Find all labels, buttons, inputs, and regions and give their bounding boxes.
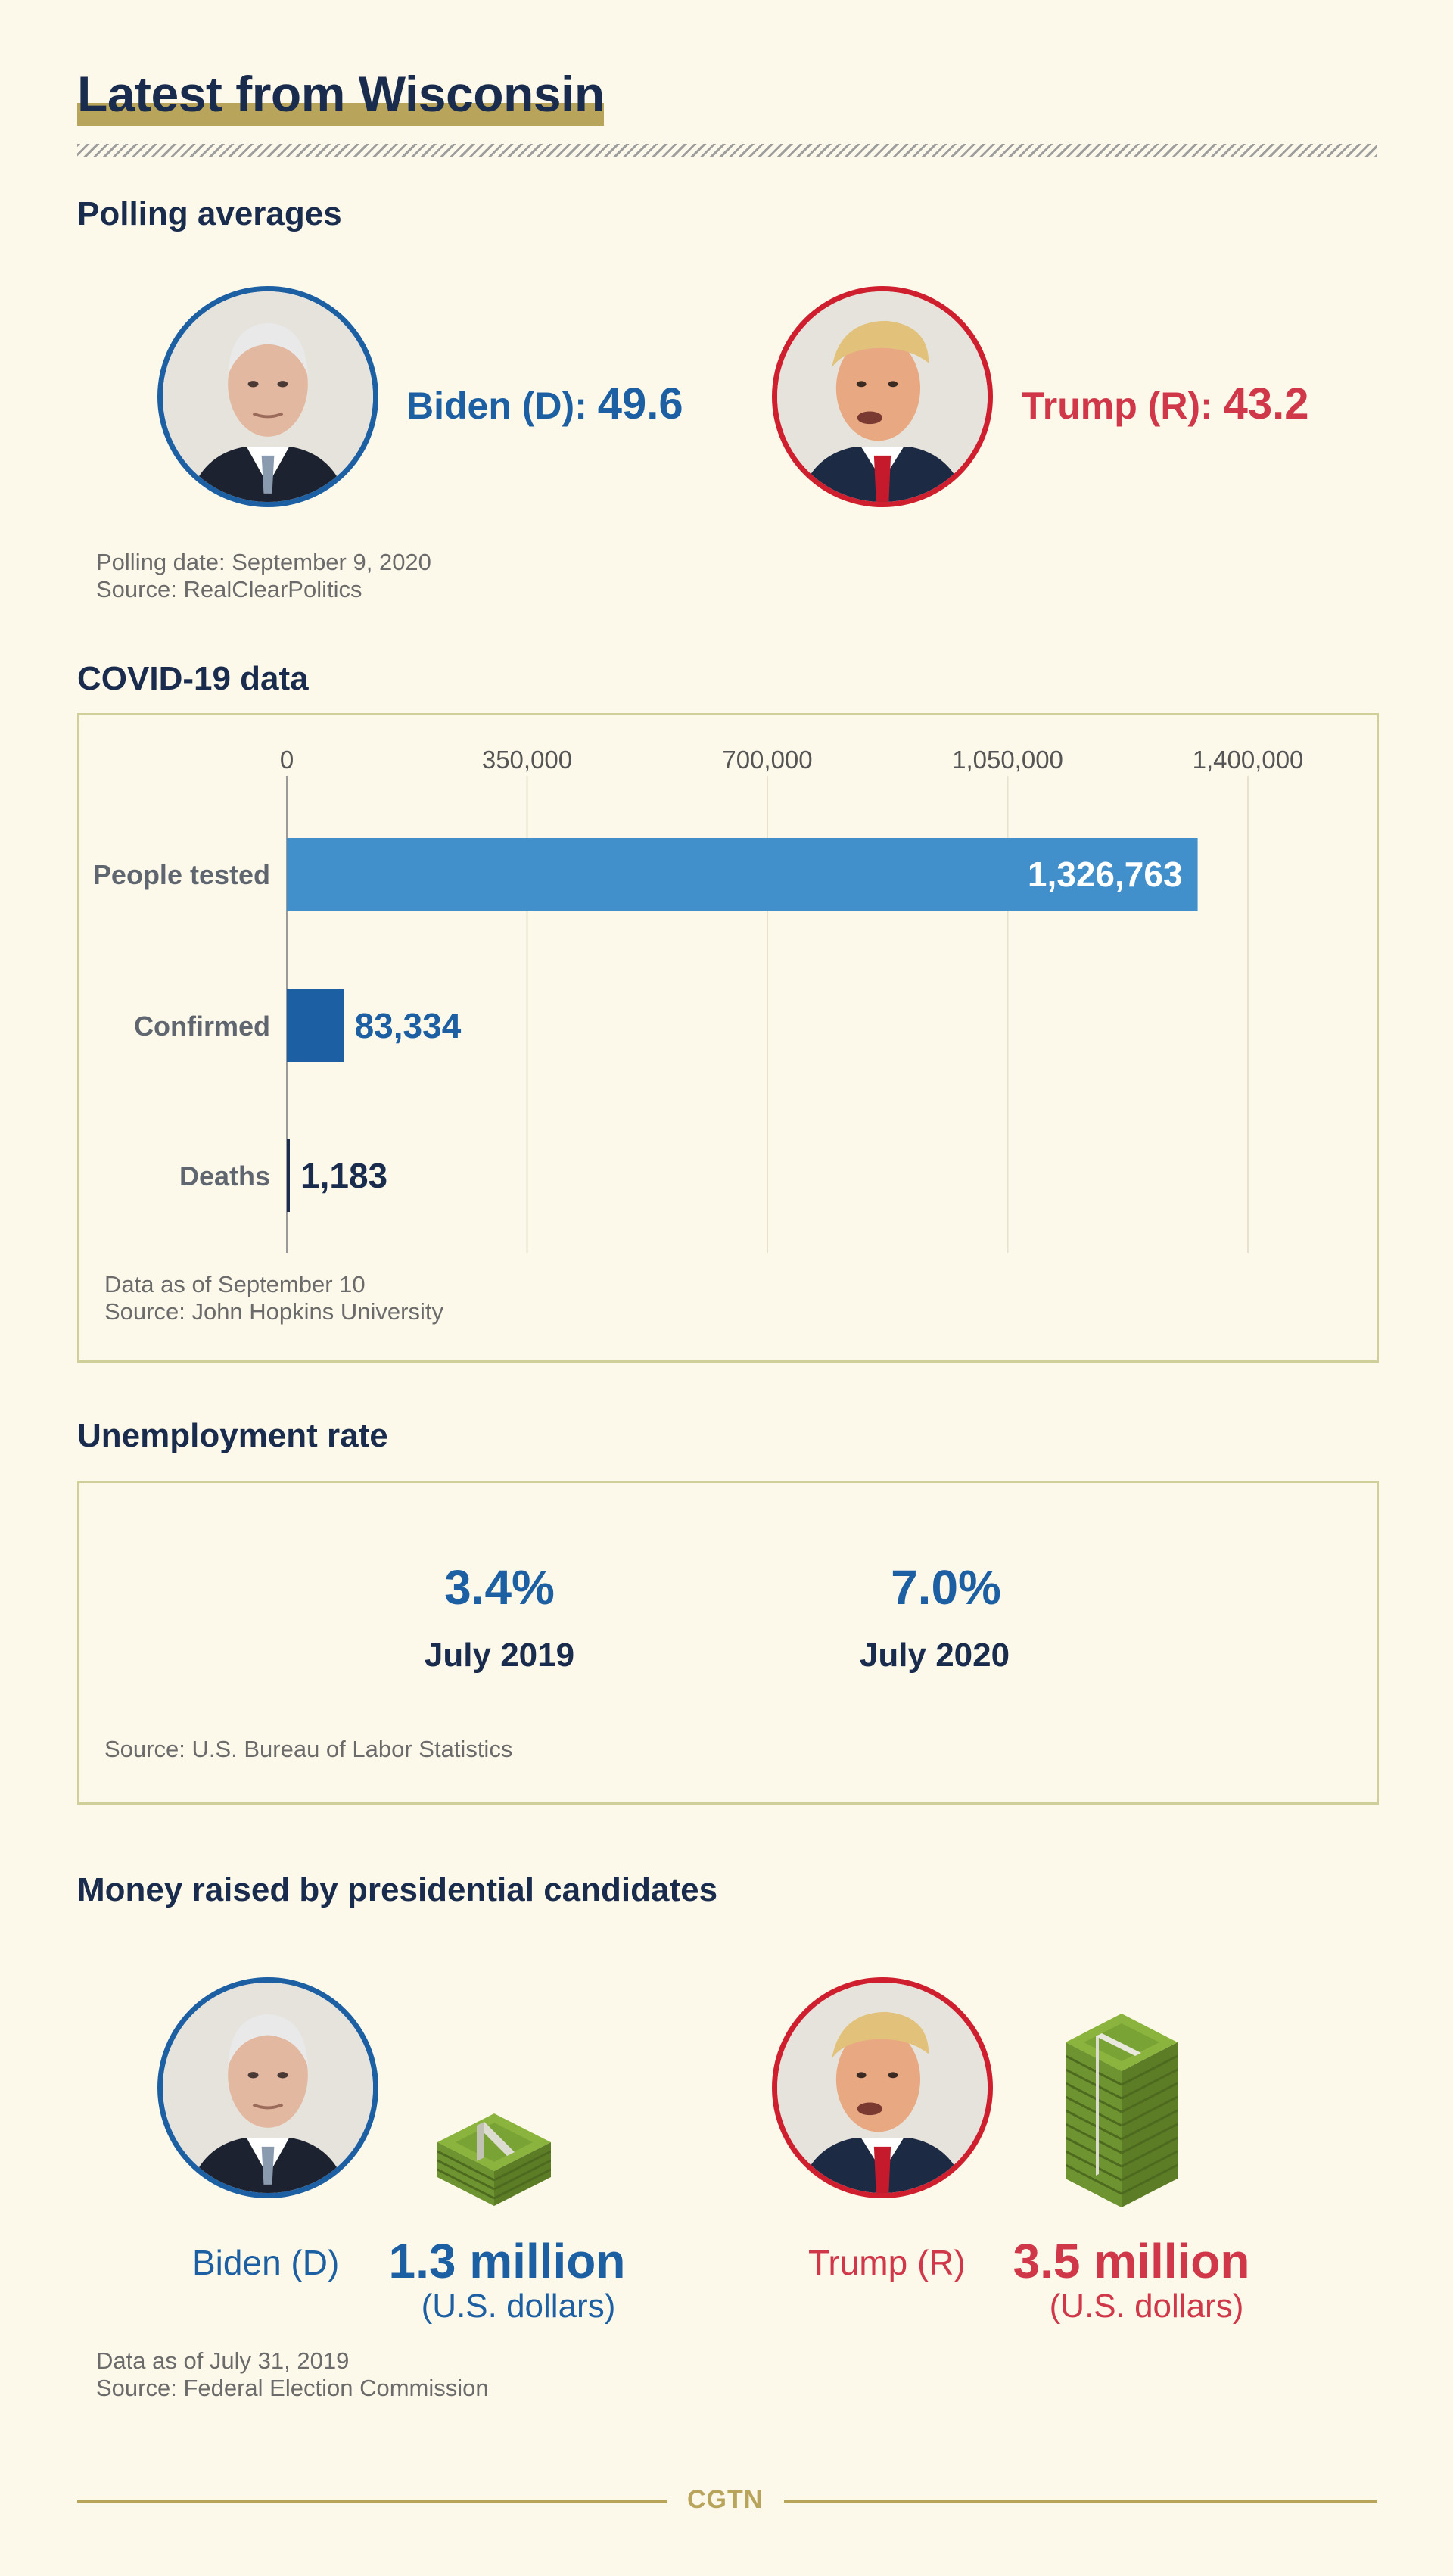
- unemployment-value-2019: 3.4%: [444, 1560, 555, 1615]
- money-date-note: Data as of July 31, 2019: [96, 2347, 350, 2374]
- page-title: Latest from Wisconsin: [77, 66, 605, 122]
- title-underline: [77, 103, 604, 126]
- covid-bar-chart: 0 350,000 700,000 1,050,000 1,400,000 People …: [93, 746, 1304, 1253]
- value-label: 1,183: [300, 1156, 387, 1195]
- covid-date-note: Data as of September 10: [104, 1271, 366, 1297]
- unemployment-source-note: Source: U.S. Bureau of Labor Statistics: [104, 1736, 513, 1762]
- money-biden-unit: (U.S. dollars): [421, 2288, 616, 2325]
- biden-poll: Biden (D): 49.6: [406, 378, 683, 429]
- polling-source-note: Source: RealClearPolitics: [96, 576, 362, 603]
- money-biden-name: Biden (D): [192, 2243, 340, 2282]
- trump-poll: Trump (R): 43.2: [1022, 378, 1309, 429]
- cgtn-logo: CGTN: [687, 2485, 764, 2514]
- money-stack-icon: [437, 2088, 552, 2206]
- biden-poll-value: 49.6: [597, 379, 683, 428]
- trump-portrait: [772, 286, 993, 507]
- money-trump-name: Trump (R): [808, 2243, 966, 2282]
- unemployment-value-2020: 7.0%: [891, 1560, 1001, 1615]
- category-label: Confirmed: [134, 1011, 270, 1042]
- biden-portrait-money: [157, 1977, 378, 2198]
- covid-source-note: Source: John Hopkins University: [104, 1298, 443, 1325]
- money-stack-tall-icon: [1065, 2014, 1178, 2207]
- hatched-divider: [77, 144, 1377, 157]
- trump-poll-value: 43.2: [1223, 379, 1309, 428]
- category-label: People tested: [93, 859, 270, 890]
- biden-portrait: [157, 286, 378, 507]
- footer-line-left: [77, 2500, 667, 2503]
- unemployment-date-2020: July 2020: [859, 1637, 1010, 1674]
- money-biden-amount: 1.3 million: [388, 2234, 626, 2288]
- value-label: 1,326,763: [1028, 855, 1183, 894]
- trump-poll-label: Trump (R):: [1022, 385, 1213, 427]
- footer-line-right: [784, 2500, 1377, 2503]
- polling-date-note: Polling date: September 9, 2020: [96, 549, 431, 575]
- x-tick-label: 0: [280, 746, 294, 774]
- bar: [287, 838, 1198, 911]
- x-tick-label: 700,000: [722, 746, 812, 774]
- x-tick-label: 1,400,000: [1193, 746, 1304, 774]
- covid-panel: [77, 713, 1379, 1363]
- money-trump-amount: 3.5 million: [1013, 2234, 1250, 2288]
- category-label: Deaths: [179, 1160, 270, 1191]
- trump-portrait-money: [772, 1977, 993, 2198]
- money-source-note: Source: Federal Election Commission: [96, 2375, 489, 2401]
- bar: [287, 989, 344, 1062]
- unemployment-date-2019: July 2019: [424, 1637, 575, 1674]
- money-trump-unit: (U.S. dollars): [1049, 2288, 1244, 2325]
- unemployment-panel: [77, 1481, 1379, 1805]
- x-tick-label: 1,050,000: [952, 746, 1063, 774]
- biden-poll-label: Biden (D):: [406, 385, 587, 427]
- bar: [287, 1139, 290, 1212]
- covid-heading: COVID-19 data: [77, 660, 309, 697]
- unemployment-heading: Unemployment rate: [77, 1417, 388, 1454]
- polling-heading: Polling averages: [77, 195, 342, 232]
- money-heading: Money raised by presidential candidates: [77, 1871, 718, 1908]
- x-tick-label: 350,000: [482, 746, 572, 774]
- value-label: 83,334: [355, 1006, 462, 1045]
